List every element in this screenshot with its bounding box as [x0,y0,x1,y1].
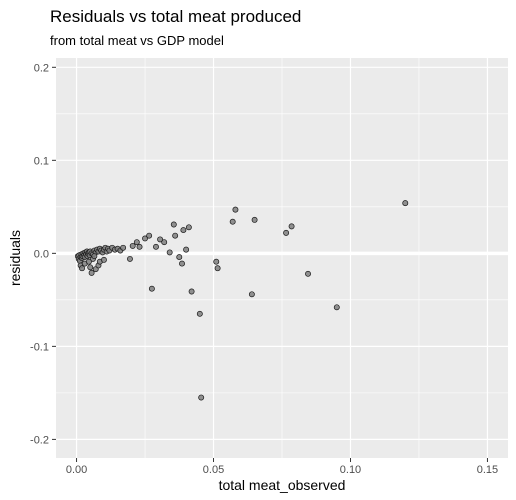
data-point [170,221,177,228]
data-point [79,265,85,272]
y-tick-label: 0.2 [34,62,49,74]
minor-gridlines [56,58,508,458]
data-point [133,239,140,246]
y-axis-ticks: -0.2 -0.1 0.0 0.1 0.2 [30,62,56,446]
data-point [402,200,409,207]
data-point [91,253,98,260]
data-point [214,265,221,272]
x-tick-label: 0.10 [340,464,361,476]
x-axis-label: total meat_observed [219,477,346,493]
data-point [129,242,136,249]
data-point [196,310,203,317]
data-point [198,394,205,401]
chart-subtitle: from total meat vs GDP model [50,33,224,48]
data-point [87,264,94,271]
data-point [180,227,187,234]
data-point [176,254,183,261]
data-point [229,218,236,225]
y-tick-label: -0.1 [30,341,49,353]
data-point [188,288,195,295]
data-point [213,258,220,265]
y-tick-label: -0.2 [30,434,49,446]
y-tick-label: 0.0 [34,248,49,260]
data-point [183,246,190,253]
data-point [100,256,107,263]
data-point [333,304,340,311]
data-point [305,270,311,277]
data-point [88,269,95,276]
data-point [288,223,295,230]
data-point [251,216,258,223]
x-tick-label: 0.00 [66,464,87,476]
chart-title: Residuals vs total meat produced [50,7,301,26]
data-point [172,232,179,239]
data-point [232,206,239,213]
data-point [85,258,92,265]
data-point [146,232,153,239]
data-points [74,200,409,401]
data-point [142,235,148,242]
y-tick-label: 0.1 [34,155,49,167]
data-point [127,255,133,262]
data-point [120,244,127,251]
data-point [248,291,255,298]
x-tick-label: 0.05 [203,464,224,476]
x-tick-label: 0.15 [477,464,498,476]
data-point [283,229,290,236]
data-point [153,243,159,250]
data-point [136,243,143,250]
x-axis-ticks: 0.00 0.05 0.10 0.15 [66,458,498,476]
data-point [148,285,155,292]
y-axis-label: residuals [7,230,23,286]
data-point [179,260,185,267]
data-point [161,239,168,246]
data-point [185,224,192,231]
data-point [166,249,173,256]
data-point [157,236,164,243]
